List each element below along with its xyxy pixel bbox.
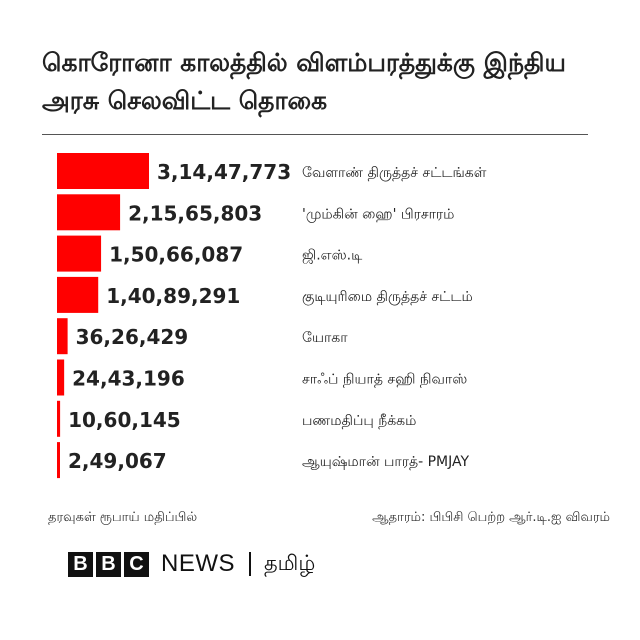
source-note: ஆதாரம்: பிபிசி பெற்ற ஆர்.டி.ஐ விவரம் bbox=[372, 510, 610, 525]
category-label-6: பணமதிப்பு நீக்கம் bbox=[302, 413, 416, 429]
units-note: தரவுகள் ரூபாய் மதிப்பில் bbox=[48, 510, 198, 525]
value-label-2: 1,50,66,087 bbox=[109, 243, 243, 267]
bbc-logo-letter-b1: B bbox=[68, 551, 93, 577]
category-label-0: வேளாண் திருத்தச் சட்டங்கள் bbox=[302, 165, 487, 181]
value-label-5: 24,43,196 bbox=[72, 367, 185, 391]
bbc-news-tamil-logo: B B C NEWS தமிழ் bbox=[68, 550, 315, 578]
bbc-logo-letter-b2: B bbox=[96, 551, 121, 577]
value-label-7: 2,49,067 bbox=[68, 449, 167, 473]
bar-3 bbox=[57, 276, 99, 313]
title-divider bbox=[42, 134, 588, 135]
category-label-4: யோகா bbox=[302, 330, 348, 346]
bar-4 bbox=[57, 318, 68, 355]
bar-2 bbox=[57, 235, 102, 272]
bar-0 bbox=[57, 153, 149, 189]
value-label-0: 3,14,47,773 bbox=[157, 160, 291, 184]
logo-separator bbox=[249, 552, 251, 576]
value-label-1: 2,15,65,803 bbox=[128, 201, 262, 225]
bar-7 bbox=[57, 442, 60, 479]
bbc-logo-letter-c: C bbox=[124, 551, 149, 577]
news-wordmark: NEWS bbox=[161, 550, 235, 577]
service-name: தமிழ் bbox=[264, 550, 316, 575]
category-label-7: ஆயுஷ்மான் பாரத்- PMJAY bbox=[302, 454, 469, 470]
bar-6 bbox=[57, 400, 61, 437]
bar-1 bbox=[57, 194, 121, 231]
value-label-4: 36,26,429 bbox=[76, 325, 189, 349]
bar-5 bbox=[57, 359, 65, 396]
value-label-3: 1,40,89,291 bbox=[106, 284, 240, 308]
value-label-6: 10,60,145 bbox=[68, 408, 181, 432]
category-label-5: சாஃப் நியாத் சஹி நிவாஸ் bbox=[302, 372, 467, 388]
chart-title: கொரோனா காலத்தில் விளம்பரத்துக்கு இந்திய … bbox=[42, 48, 566, 115]
category-label-1: 'மும்கின் ஹை' பிரசாரம் bbox=[302, 206, 454, 222]
category-label-3: குடியுரிமை திருத்தச் சட்டம் bbox=[302, 289, 473, 306]
category-label-2: ஜி.எஸ்.டி bbox=[302, 248, 362, 265]
